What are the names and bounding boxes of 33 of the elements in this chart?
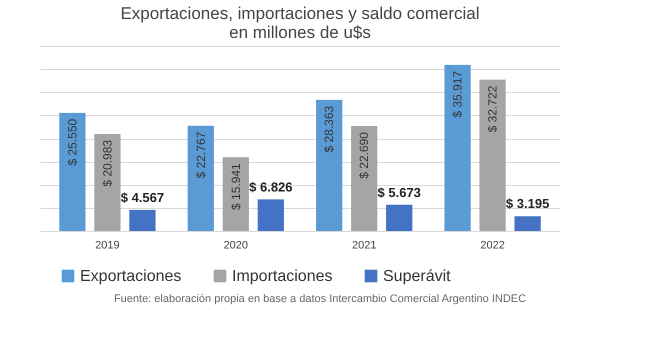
bar xyxy=(386,204,412,231)
bar xyxy=(444,64,471,231)
data-label: $ 20.983 xyxy=(100,140,114,187)
bar xyxy=(129,210,156,231)
chart-title: Exportaciones, importaciones y saldo comercial en millones de u$s xyxy=(120,4,480,42)
bar xyxy=(258,199,284,231)
bar xyxy=(188,126,214,231)
data-label: $ 32.722 xyxy=(486,85,500,132)
x-tick-label: 2019 xyxy=(95,240,120,252)
data-label: $ 3.195 xyxy=(506,196,550,212)
data-label: $ 4.567 xyxy=(120,190,164,205)
data-label: $ 6.826 xyxy=(249,179,293,194)
data-label: $ 28.363 xyxy=(322,106,336,153)
bar xyxy=(222,157,249,231)
legend-label: Superávit xyxy=(383,268,452,285)
data-label: $ 22.690 xyxy=(357,132,372,179)
legend-label: Exportaciones xyxy=(80,268,182,285)
data-label: $ 35.917 xyxy=(450,70,465,118)
bar xyxy=(479,80,506,231)
legend-label: Importaciones xyxy=(232,268,332,285)
source-note: Fuente: elaboración propia en base a datos Intercambio Comercial Argentino INDEC xyxy=(114,293,526,305)
x-tick-label: 2020 xyxy=(224,240,248,252)
data-label: $ 22.767 xyxy=(194,131,208,178)
data-label: $ 15.941 xyxy=(228,162,243,210)
bar xyxy=(59,112,86,231)
x-tick-label: 2021 xyxy=(352,240,376,252)
bar xyxy=(316,100,342,231)
x-tick-label: 2022 xyxy=(480,240,505,252)
bar xyxy=(94,134,121,231)
data-label: $ 25.550 xyxy=(65,118,80,166)
data-label: $ 5.673 xyxy=(378,184,421,200)
bar xyxy=(514,216,541,231)
bar xyxy=(351,126,378,231)
